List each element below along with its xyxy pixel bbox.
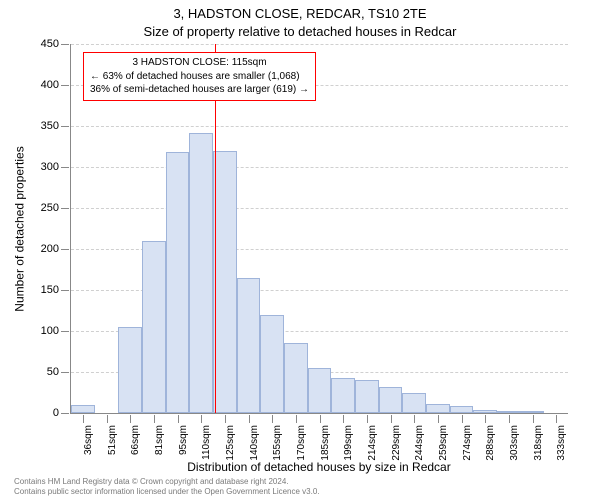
x-tick — [343, 415, 344, 423]
y-tick-label: 450 — [41, 38, 59, 50]
x-tick-label: 51sqm — [107, 425, 118, 455]
x-tick-label: 333sqm — [556, 425, 567, 461]
annotation-box: 3 HADSTON CLOSE: 115sqm← 63% of detached… — [83, 52, 316, 101]
histogram-bar — [237, 278, 261, 413]
y-tick — [61, 44, 69, 45]
y-tick — [61, 372, 69, 373]
x-tick — [225, 415, 226, 423]
histogram-bar — [189, 133, 213, 413]
x-tick-label: 155sqm — [272, 425, 283, 461]
x-tick-label: 125sqm — [225, 425, 236, 461]
x-tick — [391, 415, 392, 423]
histogram-bar — [284, 343, 308, 413]
y-tick-label: 100 — [41, 325, 59, 337]
y-tick-label: 0 — [53, 407, 59, 419]
histogram-bar — [379, 387, 403, 413]
x-tick-label: 288sqm — [485, 425, 496, 461]
histogram-bar — [355, 380, 379, 413]
x-tick — [367, 415, 368, 423]
y-tick-label: 250 — [41, 202, 59, 214]
annotation-line: ← 63% of detached houses are smaller (1,… — [90, 70, 309, 84]
histogram-bar — [521, 411, 545, 413]
x-tick-label: 170sqm — [296, 425, 307, 461]
x-tick-label: 244sqm — [414, 425, 425, 461]
x-tick-label: 199sqm — [343, 425, 354, 461]
annotation-line: 36% of semi-detached houses are larger (… — [90, 83, 309, 97]
x-tick — [509, 415, 510, 423]
footer-line-2: Contains public sector information licen… — [14, 487, 320, 497]
x-tick-label: 274sqm — [462, 425, 473, 461]
footer-attribution: Contains HM Land Registry data © Crown c… — [14, 477, 320, 497]
x-tick-label: 303sqm — [509, 425, 520, 461]
x-tick — [272, 415, 273, 423]
footer-line-1: Contains HM Land Registry data © Crown c… — [14, 477, 320, 487]
y-tick — [61, 167, 69, 168]
x-tick-label: 36sqm — [83, 425, 94, 455]
x-tick — [83, 415, 84, 423]
histogram-bar — [71, 405, 95, 413]
histogram-bar — [142, 241, 166, 413]
y-axis-label: Number of detached properties — [12, 44, 28, 414]
histogram-bar — [213, 151, 237, 413]
y-tick-label: 200 — [41, 243, 59, 255]
x-tick — [556, 415, 557, 423]
y-tick-label: 350 — [41, 120, 59, 132]
x-tick-label: 95sqm — [178, 425, 189, 455]
histogram-bar — [450, 406, 474, 413]
chart-title-main: 3, HADSTON CLOSE, REDCAR, TS10 2TE — [0, 6, 600, 21]
histogram-bar — [331, 378, 355, 413]
x-tick-label: 110sqm — [201, 425, 212, 460]
histogram-bar — [426, 404, 450, 413]
histogram-bar — [118, 327, 142, 413]
plot-area: 05010015020025030035040045036sqm51sqm66s… — [70, 44, 568, 414]
x-tick-label: 66sqm — [130, 425, 141, 455]
x-tick — [178, 415, 179, 423]
x-tick — [533, 415, 534, 423]
x-tick-label: 140sqm — [249, 425, 260, 461]
gridline — [71, 126, 568, 127]
x-tick — [107, 415, 108, 423]
y-tick — [61, 413, 69, 414]
y-tick-label: 300 — [41, 161, 59, 173]
y-tick — [61, 85, 69, 86]
gridline — [71, 44, 568, 45]
x-tick — [462, 415, 463, 423]
y-tick-label: 150 — [41, 284, 59, 296]
x-tick — [201, 415, 202, 423]
x-tick-label: 318sqm — [533, 425, 544, 461]
y-tick-label: 400 — [41, 79, 59, 91]
y-tick — [61, 249, 69, 250]
y-tick — [61, 208, 69, 209]
annotation-line: 3 HADSTON CLOSE: 115sqm — [90, 56, 309, 70]
x-tick — [414, 415, 415, 423]
histogram-bar — [497, 411, 521, 413]
x-tick — [320, 415, 321, 423]
x-tick — [485, 415, 486, 423]
x-tick — [249, 415, 250, 423]
x-tick — [154, 415, 155, 423]
gridline — [71, 208, 568, 209]
histogram-bar — [166, 152, 190, 413]
y-tick — [61, 331, 69, 332]
x-tick-label: 214sqm — [367, 425, 378, 461]
histogram-bar — [308, 368, 332, 413]
y-tick — [61, 126, 69, 127]
x-axis-label: Distribution of detached houses by size … — [70, 460, 568, 474]
x-tick-label: 81sqm — [154, 425, 165, 455]
chart-title-sub: Size of property relative to detached ho… — [0, 24, 600, 39]
x-tick — [130, 415, 131, 423]
gridline — [71, 167, 568, 168]
histogram-bar — [473, 410, 497, 413]
x-tick-label: 229sqm — [391, 425, 402, 461]
y-tick-label: 50 — [47, 366, 59, 378]
x-tick — [438, 415, 439, 423]
histogram-bar — [260, 315, 284, 413]
histogram-bar — [402, 393, 426, 413]
chart-container: 3, HADSTON CLOSE, REDCAR, TS10 2TE Size … — [0, 0, 600, 500]
x-tick-label: 259sqm — [438, 425, 449, 461]
x-tick — [296, 415, 297, 423]
x-tick-label: 185sqm — [320, 425, 331, 461]
y-tick — [61, 290, 69, 291]
